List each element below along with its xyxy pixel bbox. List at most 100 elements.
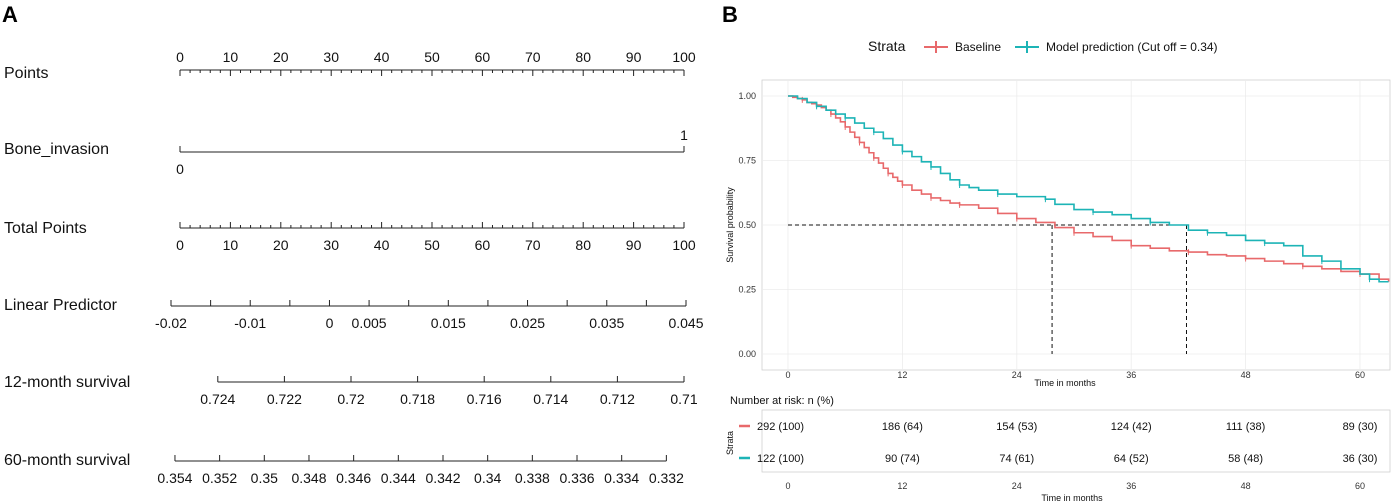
risk-x-axis-title: Time in months — [1041, 493, 1103, 503]
y-tick-label: 0.75 — [738, 156, 756, 166]
tick-label: 20 — [273, 237, 289, 253]
tick-label: 0.718 — [400, 391, 435, 407]
nomogram-row-total-points: Total Points 0 10 20 30 40 50 60 70 80 90 100 — [4, 220, 696, 253]
legend: Strata Baseline Model prediction (Cut of… — [868, 38, 1218, 54]
risk-cell: 186 (64) — [882, 421, 923, 433]
tick-label: 0 — [176, 161, 184, 177]
tick-label: 0.34 — [474, 470, 501, 486]
risk-x-tick-label: 12 — [897, 481, 907, 491]
y-axis-title: Survival probability — [725, 187, 735, 263]
legend-entry-baseline: Baseline — [955, 40, 1001, 54]
x-tick-label: 0 — [785, 370, 790, 380]
y-tick-label: 0.00 — [738, 349, 756, 359]
nomogram-row-12-month-survival: 12-month survival 0.724 0.722 0.72 0.718 0.71… — [4, 374, 698, 407]
tick-label: 0.336 — [559, 470, 594, 486]
nomogram-row-60-month-survival: 60-month survival 0.354 0.352 0.35 0.348 0.34… — [4, 452, 684, 486]
tick-label: 0.005 — [352, 315, 387, 331]
risk-cell: 64 (52) — [1114, 453, 1149, 465]
tick-label: 10 — [223, 49, 239, 65]
tick-label: 0.334 — [604, 470, 639, 486]
risk-cell: 74 (61) — [999, 453, 1034, 465]
row-label: Points — [4, 65, 48, 82]
tick-label: 1 — [680, 127, 688, 143]
tick-label: 60 — [475, 49, 491, 65]
x-tick-label: 36 — [1126, 370, 1136, 380]
tick-label: 10 — [223, 237, 239, 253]
tick-label: 0.354 — [157, 470, 192, 486]
row-label: Total Points — [4, 220, 87, 237]
risk-cell: 58 (48) — [1228, 453, 1263, 465]
tick-label: 0.724 — [200, 391, 235, 407]
x-tick-label: 24 — [1012, 370, 1022, 380]
tick-label: 40 — [374, 237, 390, 253]
row-label: Bone_invasion — [4, 141, 109, 158]
risk-cell: 111 (38) — [1226, 421, 1265, 433]
tick-label: 100 — [672, 237, 696, 253]
tick-label: 30 — [323, 49, 339, 65]
x-tick-label: 12 — [897, 370, 907, 380]
tick-label: 80 — [575, 49, 591, 65]
tick-label: 90 — [626, 237, 642, 253]
tick-label: 0.346 — [336, 470, 371, 486]
tick-label: 0.71 — [670, 391, 697, 407]
tick-label: 0.712 — [600, 391, 635, 407]
tick-label: 0.332 — [649, 470, 684, 486]
km-panel: B Strata Baseline Model prediction (Cut … — [722, 2, 1391, 503]
nomogram-row-bone-invasion: Bone_invasion 0 1 — [4, 127, 688, 177]
x-tick-label: 60 — [1355, 370, 1365, 380]
tick-label: 0.045 — [668, 315, 703, 331]
risk-x-tick-label: 48 — [1241, 481, 1251, 491]
row-label: Linear Predictor — [4, 297, 118, 314]
tick-label: 0.338 — [515, 470, 550, 486]
risk-table-title: Number at risk: n (%) — [730, 395, 834, 407]
tick-label: 0.348 — [291, 470, 326, 486]
panel-label-b: B — [722, 2, 738, 27]
tick-label: -0.01 — [234, 315, 266, 331]
risk-cell: 124 (42) — [1111, 421, 1152, 433]
series-line-model — [788, 95, 1389, 283]
risk-x-tick-label: 36 — [1126, 481, 1136, 491]
tick-label: 0.025 — [510, 315, 545, 331]
y-tick-label: 0.50 — [738, 220, 756, 230]
tick-label: 0.015 — [431, 315, 466, 331]
legend-title: Strata — [868, 38, 906, 54]
risk-x-tick-label: 24 — [1012, 481, 1022, 491]
y-tick-label: 0.25 — [738, 285, 756, 295]
risk-cell: 36 (30) — [1343, 453, 1378, 465]
panel-label-a: A — [2, 2, 18, 27]
risk-cell: 122 (100) — [757, 453, 804, 465]
tick-label: 0 — [176, 49, 184, 65]
tick-label: -0.02 — [155, 315, 187, 331]
nomogram-row-points: Points 0 10 20 30 40 50 60 70 80 90 100 — [4, 49, 696, 82]
tick-label: 50 — [424, 49, 440, 65]
tick-label: 0 — [176, 237, 184, 253]
tick-label: 20 — [273, 49, 289, 65]
risk-x-tick-label: 60 — [1355, 481, 1365, 491]
tick-label: 50 — [424, 237, 440, 253]
y-tick-label: 1.00 — [738, 91, 756, 101]
tick-label: 0.72 — [337, 391, 364, 407]
legend-entry-model: Model prediction (Cut off = 0.34) — [1046, 40, 1218, 54]
tick-label: 0.722 — [267, 391, 302, 407]
tick-label: 0.35 — [251, 470, 278, 486]
tick-label: 0 — [326, 315, 334, 331]
tick-label: 70 — [525, 237, 541, 253]
tick-label: 0.352 — [202, 470, 237, 486]
tick-label: 90 — [626, 49, 642, 65]
tick-label: 0.716 — [467, 391, 502, 407]
risk-cell: 154 (53) — [996, 421, 1037, 433]
risk-table-area — [761, 409, 1391, 473]
tick-label: 100 — [672, 49, 696, 65]
row-label: 12-month survival — [4, 374, 130, 391]
tick-label: 40 — [374, 49, 390, 65]
tick-label: 0.714 — [533, 391, 568, 407]
risk-cell: 90 (74) — [885, 453, 920, 465]
tick-label: 60 — [475, 237, 491, 253]
risk-cell: 89 (30) — [1343, 421, 1378, 433]
row-label: 60-month survival — [4, 452, 130, 469]
tick-label: 0.035 — [589, 315, 624, 331]
x-tick-label: 48 — [1241, 370, 1251, 380]
x-axis-title: Time in months — [1034, 378, 1096, 388]
